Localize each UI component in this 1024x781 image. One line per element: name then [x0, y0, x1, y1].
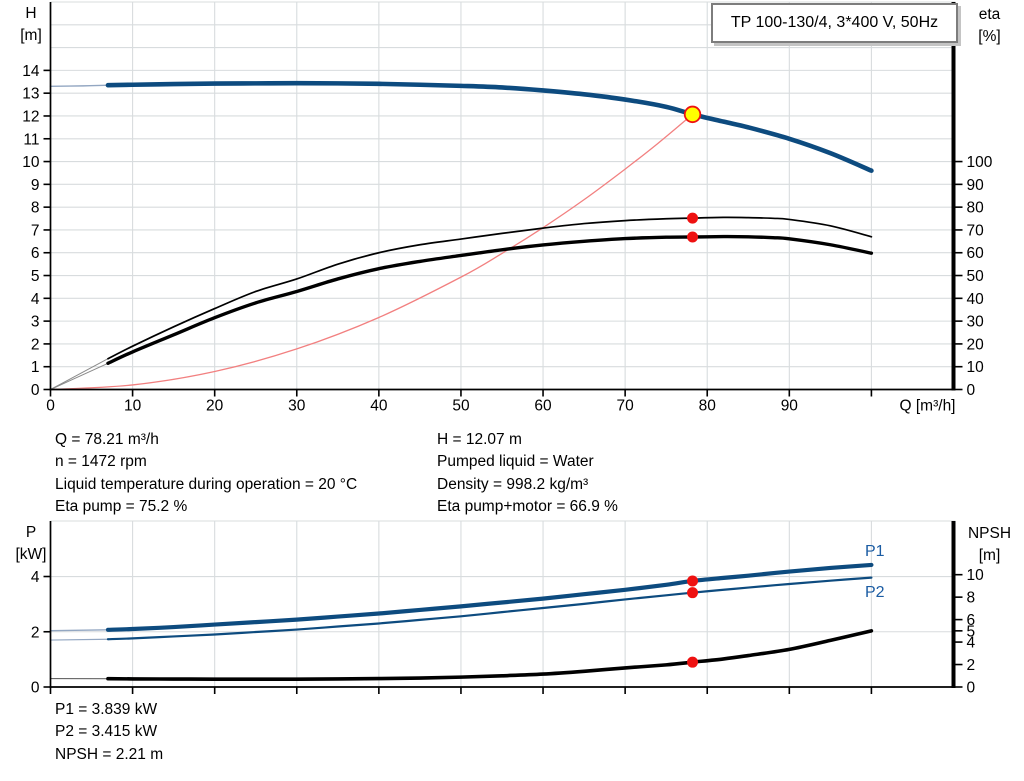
- p2-curve: [106, 576, 873, 641]
- duty-flow-text: Q = 78.21 m³/h: [55, 431, 159, 448]
- duty-eta-pump-motor-text: Eta pump+motor = 66.9 %: [437, 498, 618, 516]
- results-block: P1 = 3.839 kW P2 = 3.415 kW NPSH = 2.21 …: [55, 699, 163, 766]
- bottom-chart-right-tick-label: 2: [967, 657, 976, 674]
- bottom-chart-left-tick-label: 4: [31, 569, 40, 586]
- head-curve: [105, 80, 874, 173]
- top-chart-left-tick-label: 1: [31, 359, 40, 376]
- npsh-point: [687, 656, 699, 668]
- result-p1-text: P1 = 3.839 kW: [55, 701, 158, 718]
- top-chart-right-tick-label: 10: [967, 359, 985, 376]
- top-chart-right-tick-label: 20: [967, 336, 985, 353]
- top-chart-left-tick-label: 11: [23, 131, 39, 148]
- top-chart-left-tick-label: 2: [31, 336, 40, 353]
- duty-density-text: Density = 998.2 kg/m³: [437, 475, 589, 493]
- bottom-chart-right-tick-label: 10: [967, 567, 985, 584]
- top-chart-x-tick-label: 40: [370, 398, 388, 415]
- top-chart-x-tick-label: 30: [288, 398, 306, 415]
- bottom-chart-left-tick-label: 0: [31, 680, 40, 697]
- npsh-curve: [106, 629, 874, 681]
- top-chart-right-tick-label: 30: [967, 314, 985, 331]
- duty-info-left-column: Q = 78.21 m³/h n = 1472 rpm Liquid tempe…: [55, 429, 357, 519]
- eta-pump-motor-curve-leadin: [50, 362, 109, 390]
- top-chart-left-tick-label: 3: [31, 314, 40, 331]
- bottom-chart-right-tick-label: 8: [967, 590, 976, 607]
- bottom-chart-right-axis-title: NPSH: [968, 525, 1011, 542]
- bottom-chart-left-tick-label: 2: [31, 624, 40, 641]
- eta-pump-point: [687, 212, 699, 224]
- top-chart-right-tick-label: 50: [967, 268, 985, 285]
- eta-pump-motor-curve: [106, 234, 874, 365]
- top-chart-left-tick-label: 0: [31, 382, 40, 399]
- duty-point[interactable]: [683, 105, 702, 124]
- curve-title: TP 100-130/4, 3*400 V, 50Hz: [730, 14, 939, 31]
- eta-pump-curve-leadin: [50, 358, 109, 390]
- top-chart-right-tick-label: 40: [967, 291, 985, 308]
- top-chart-left-tick-label: 9: [31, 177, 40, 194]
- p2-curve-label: P2: [865, 584, 885, 601]
- x-axis-title: Q [m³/h]: [900, 398, 956, 415]
- p2-curve-leadin: [49, 638, 109, 641]
- top-chart-x-tick-label: 70: [617, 398, 635, 415]
- top-chart-left-tick-label: 10: [22, 154, 40, 171]
- top-chart-right-tick-label: 80: [967, 200, 985, 217]
- top-chart-left-tick-label: 5: [31, 268, 40, 285]
- top-chart-left-tick-label: 13: [22, 86, 39, 103]
- bottom-chart-right-tick-label: 0: [967, 680, 976, 697]
- curve-title-box: TP 100-130/4, 3*400 V, 50Hz: [711, 3, 958, 43]
- top-chart-x-tick-label: 60: [534, 398, 552, 415]
- bottom-chart-right-axis-title: [m]: [979, 547, 1001, 564]
- p1-curve: [105, 562, 874, 632]
- system-curve: [49, 113, 694, 391]
- bottom-chart-left-axis-title: [kW]: [16, 546, 47, 563]
- bottom-chart-right-tick-label: 6: [967, 612, 976, 629]
- top-chart-left-axis-title: H: [25, 5, 36, 22]
- duty-liquid-temp-text: Liquid temperature during operation = 20…: [55, 475, 358, 493]
- top-chart-right-tick-label: 70: [967, 222, 985, 239]
- top-chart-left-tick-label: 12: [22, 108, 39, 125]
- top-chart-left-tick-label: 4: [31, 291, 40, 308]
- top-chart-right-axis-title: [%]: [978, 28, 1000, 45]
- duty-eta-pump-text: Eta pump = 75.2 %: [55, 498, 188, 516]
- result-p2-text: P2 = 3.415 kW: [55, 723, 158, 741]
- duty-head-text: H = 12.07 m: [437, 431, 522, 448]
- top-chart-right-axis-title: eta: [979, 6, 1001, 23]
- duty-info-right-column: H = 12.07 m Pumped liquid = Water Densit…: [437, 429, 618, 519]
- top-chart-left-tick-label: 6: [31, 245, 40, 262]
- eta-pump-curve: [107, 216, 873, 360]
- p1-curve-leadin: [49, 629, 109, 632]
- eta-pump-motor-point: [687, 231, 699, 243]
- top-chart-right-tick-label: 60: [967, 245, 985, 262]
- p2-point: [687, 587, 699, 599]
- top-chart-x-tick-label: 0: [46, 398, 55, 415]
- p1-point: [687, 575, 699, 587]
- top-chart-left-axis-title: [m]: [20, 27, 42, 44]
- bottom-chart-right-tick-label: 5: [967, 623, 976, 640]
- top-chart-left-tick-label: 14: [22, 63, 40, 80]
- bottom-chart-right-tick-label: 4: [967, 635, 976, 652]
- duty-speed-text: n = 1472 rpm: [55, 453, 147, 471]
- top-chart-x-tick-label: 20: [206, 398, 224, 415]
- top-chart-right-tick-label: 0: [967, 382, 976, 399]
- top-chart-right-tick-label: 100: [967, 154, 993, 171]
- bottom-chart-left-axis-title: P: [26, 524, 36, 541]
- head-curve-leadin: [49, 84, 111, 88]
- top-chart-x-tick-label: 90: [781, 398, 799, 415]
- top-chart-right-tick-label: 90: [967, 177, 985, 194]
- top-chart-x-tick-label: 80: [699, 398, 717, 415]
- result-npsh-text: NPSH = 2.21 m: [55, 745, 164, 763]
- top-chart-left-tick-label: 8: [31, 200, 40, 217]
- top-chart-left-tick-label: 7: [31, 222, 40, 239]
- duty-pumped-liquid-text: Pumped liquid = Water: [437, 453, 594, 471]
- top-chart-x-tick-label: 50: [452, 398, 470, 415]
- p1-curve-label: P1: [865, 543, 885, 560]
- top-chart-x-tick-label: 10: [124, 398, 142, 415]
